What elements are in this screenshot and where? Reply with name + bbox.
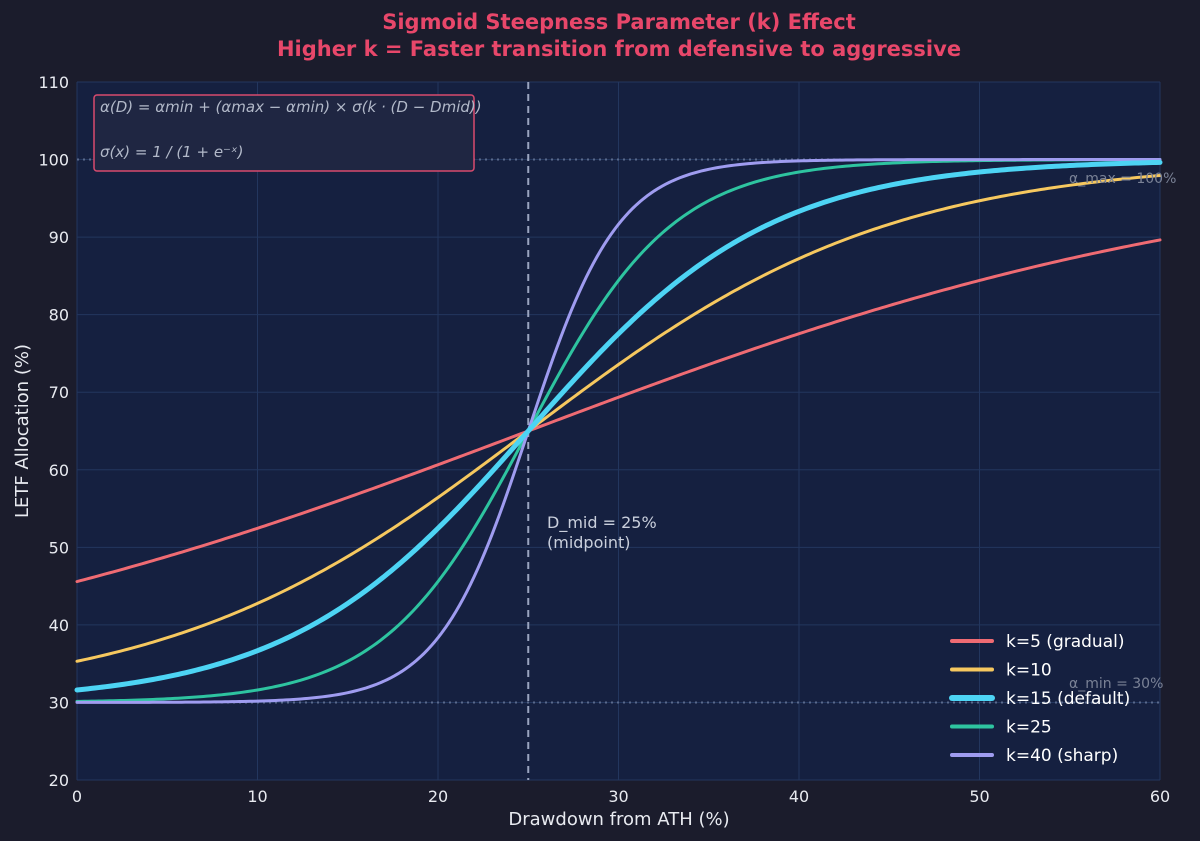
y-tick-label: 110 [38,73,69,92]
chart-subtitle: Higher k = Faster transition from defens… [277,37,961,61]
y-tick-label: 60 [49,461,69,480]
series-line-k40 [75,158,1162,704]
y-tick-label: 70 [49,383,69,402]
y-tick-label: 90 [49,228,69,247]
legend-label: k=5 (gradual) [1006,632,1124,652]
legend-label: k=10 [1006,661,1052,681]
y-tick-label: 40 [49,616,69,635]
x-tick-label: 60 [1150,787,1170,806]
x-tick-label: 40 [789,787,809,806]
x-tick-label: 30 [608,787,628,806]
legend-label: k=25 [1006,718,1052,738]
alpha-min-label: α_min = 30% [1069,676,1163,692]
legend-label: k=15 (default) [1006,689,1130,709]
dmid-annotation-line1: D_mid = 25% [547,513,657,533]
y-axis-label: LETF Allocation (%) [12,344,33,518]
y-tick-label: 20 [49,771,69,790]
alpha-max-label: α_max = 100% [1069,171,1176,187]
x-tick-label: 0 [72,787,82,806]
legend-label: k=40 (sharp) [1006,746,1118,766]
formula-line-2: σ(x) = 1 / (1 + e⁻ˣ) [100,143,243,161]
series-layer [74,158,1163,704]
chart-title: Sigmoid Steepness Parameter (k) Effect [382,10,856,34]
y-tick-label: 80 [49,306,69,325]
y-axis: 20 30 40 50 60 70 80 90 100 110 [38,73,69,790]
y-tick-label: 30 [49,693,69,712]
dmid-annotation-line2: (midpoint) [547,533,630,552]
x-tick-label: 10 [247,787,267,806]
x-axis: 0 10 20 30 40 50 60 [72,787,1170,806]
formula-line-1: α(D) = αmin + (αmax − αmin) × σ(k · (D −… [100,98,482,116]
x-tick-label: 20 [428,787,448,806]
x-axis-label: Drawdown from ATH (%) [508,809,729,830]
formula-box: α(D) = αmin + (αmax − αmin) × σ(k · (D −… [93,94,482,172]
y-tick-label: 50 [49,538,69,557]
y-tick-label: 100 [38,151,69,170]
series-line-k5 [75,238,1162,584]
series-line-k15 [74,159,1163,693]
series-line-k10 [75,173,1162,663]
legend: k=5 (gradual) k=10 k=15 (default) k=25 k=40 … [949,632,1130,766]
x-tick-label: 50 [969,787,989,806]
